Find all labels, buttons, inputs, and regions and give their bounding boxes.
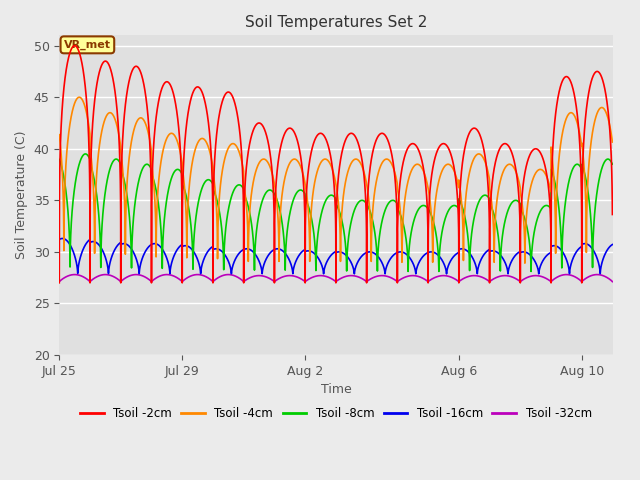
Tsoil -16cm — [78, 250, 86, 256]
Tsoil -16cm — [158, 245, 166, 251]
Line: Tsoil -16cm: Tsoil -16cm — [60, 239, 612, 274]
X-axis label: Time: Time — [321, 384, 351, 396]
Tsoil -4cm — [521, 260, 529, 266]
Y-axis label: Soil Temperature (C): Soil Temperature (C) — [15, 131, 28, 259]
Tsoil -2cm — [385, 139, 392, 144]
Tsoil -16cm — [609, 241, 616, 247]
Tsoil -8cm — [385, 201, 392, 206]
Line: Tsoil -32cm: Tsoil -32cm — [60, 275, 612, 282]
Tsoil -32cm — [71, 272, 79, 277]
Line: Tsoil -2cm: Tsoil -2cm — [60, 46, 612, 283]
Tsoil -32cm — [241, 278, 249, 284]
Tsoil -32cm — [78, 273, 86, 279]
Tsoil -16cm — [241, 246, 249, 252]
Tsoil -4cm — [155, 181, 163, 187]
Tsoil -4cm — [609, 139, 616, 145]
Tsoil -8cm — [56, 156, 63, 162]
Tsoil -4cm — [158, 155, 166, 161]
Tsoil -8cm — [155, 201, 163, 207]
Line: Tsoil -4cm: Tsoil -4cm — [60, 97, 612, 263]
Tsoil -32cm — [56, 279, 63, 285]
Tsoil -16cm — [155, 242, 163, 248]
Tsoil -8cm — [78, 155, 86, 160]
Tsoil -4cm — [602, 110, 610, 116]
Tsoil -8cm — [241, 193, 249, 199]
Tsoil -8cm — [609, 161, 616, 167]
Tsoil -2cm — [609, 212, 616, 217]
Tsoil -2cm — [71, 43, 79, 48]
Tsoil -2cm — [78, 60, 86, 65]
Tsoil -8cm — [81, 151, 89, 157]
Tsoil -8cm — [602, 157, 610, 163]
Tsoil -2cm — [158, 86, 166, 92]
Tsoil -2cm — [56, 280, 63, 286]
Tsoil -16cm — [602, 249, 610, 254]
Tsoil -16cm — [56, 237, 63, 242]
Tsoil -8cm — [527, 269, 535, 275]
Tsoil -32cm — [609, 279, 616, 285]
Tsoil -2cm — [241, 186, 249, 192]
Tsoil -16cm — [385, 259, 392, 265]
Text: VR_met: VR_met — [64, 40, 111, 50]
Tsoil -4cm — [78, 96, 86, 102]
Line: Tsoil -8cm: Tsoil -8cm — [60, 154, 612, 272]
Tsoil -32cm — [602, 274, 610, 280]
Tsoil -4cm — [56, 132, 63, 138]
Tsoil -32cm — [158, 273, 166, 278]
Tsoil -16cm — [58, 236, 66, 241]
Tsoil -2cm — [155, 99, 163, 105]
Tsoil -16cm — [443, 271, 451, 276]
Tsoil -8cm — [158, 239, 166, 245]
Tsoil -4cm — [76, 95, 83, 100]
Tsoil -4cm — [241, 189, 249, 194]
Title: Soil Temperatures Set 2: Soil Temperatures Set 2 — [244, 15, 427, 30]
Tsoil -32cm — [385, 274, 392, 279]
Legend: Tsoil -2cm, Tsoil -4cm, Tsoil -8cm, Tsoil -16cm, Tsoil -32cm: Tsoil -2cm, Tsoil -4cm, Tsoil -8cm, Tsoi… — [76, 402, 596, 425]
Tsoil -32cm — [155, 274, 163, 280]
Tsoil -2cm — [602, 94, 610, 100]
Tsoil -4cm — [385, 157, 392, 163]
